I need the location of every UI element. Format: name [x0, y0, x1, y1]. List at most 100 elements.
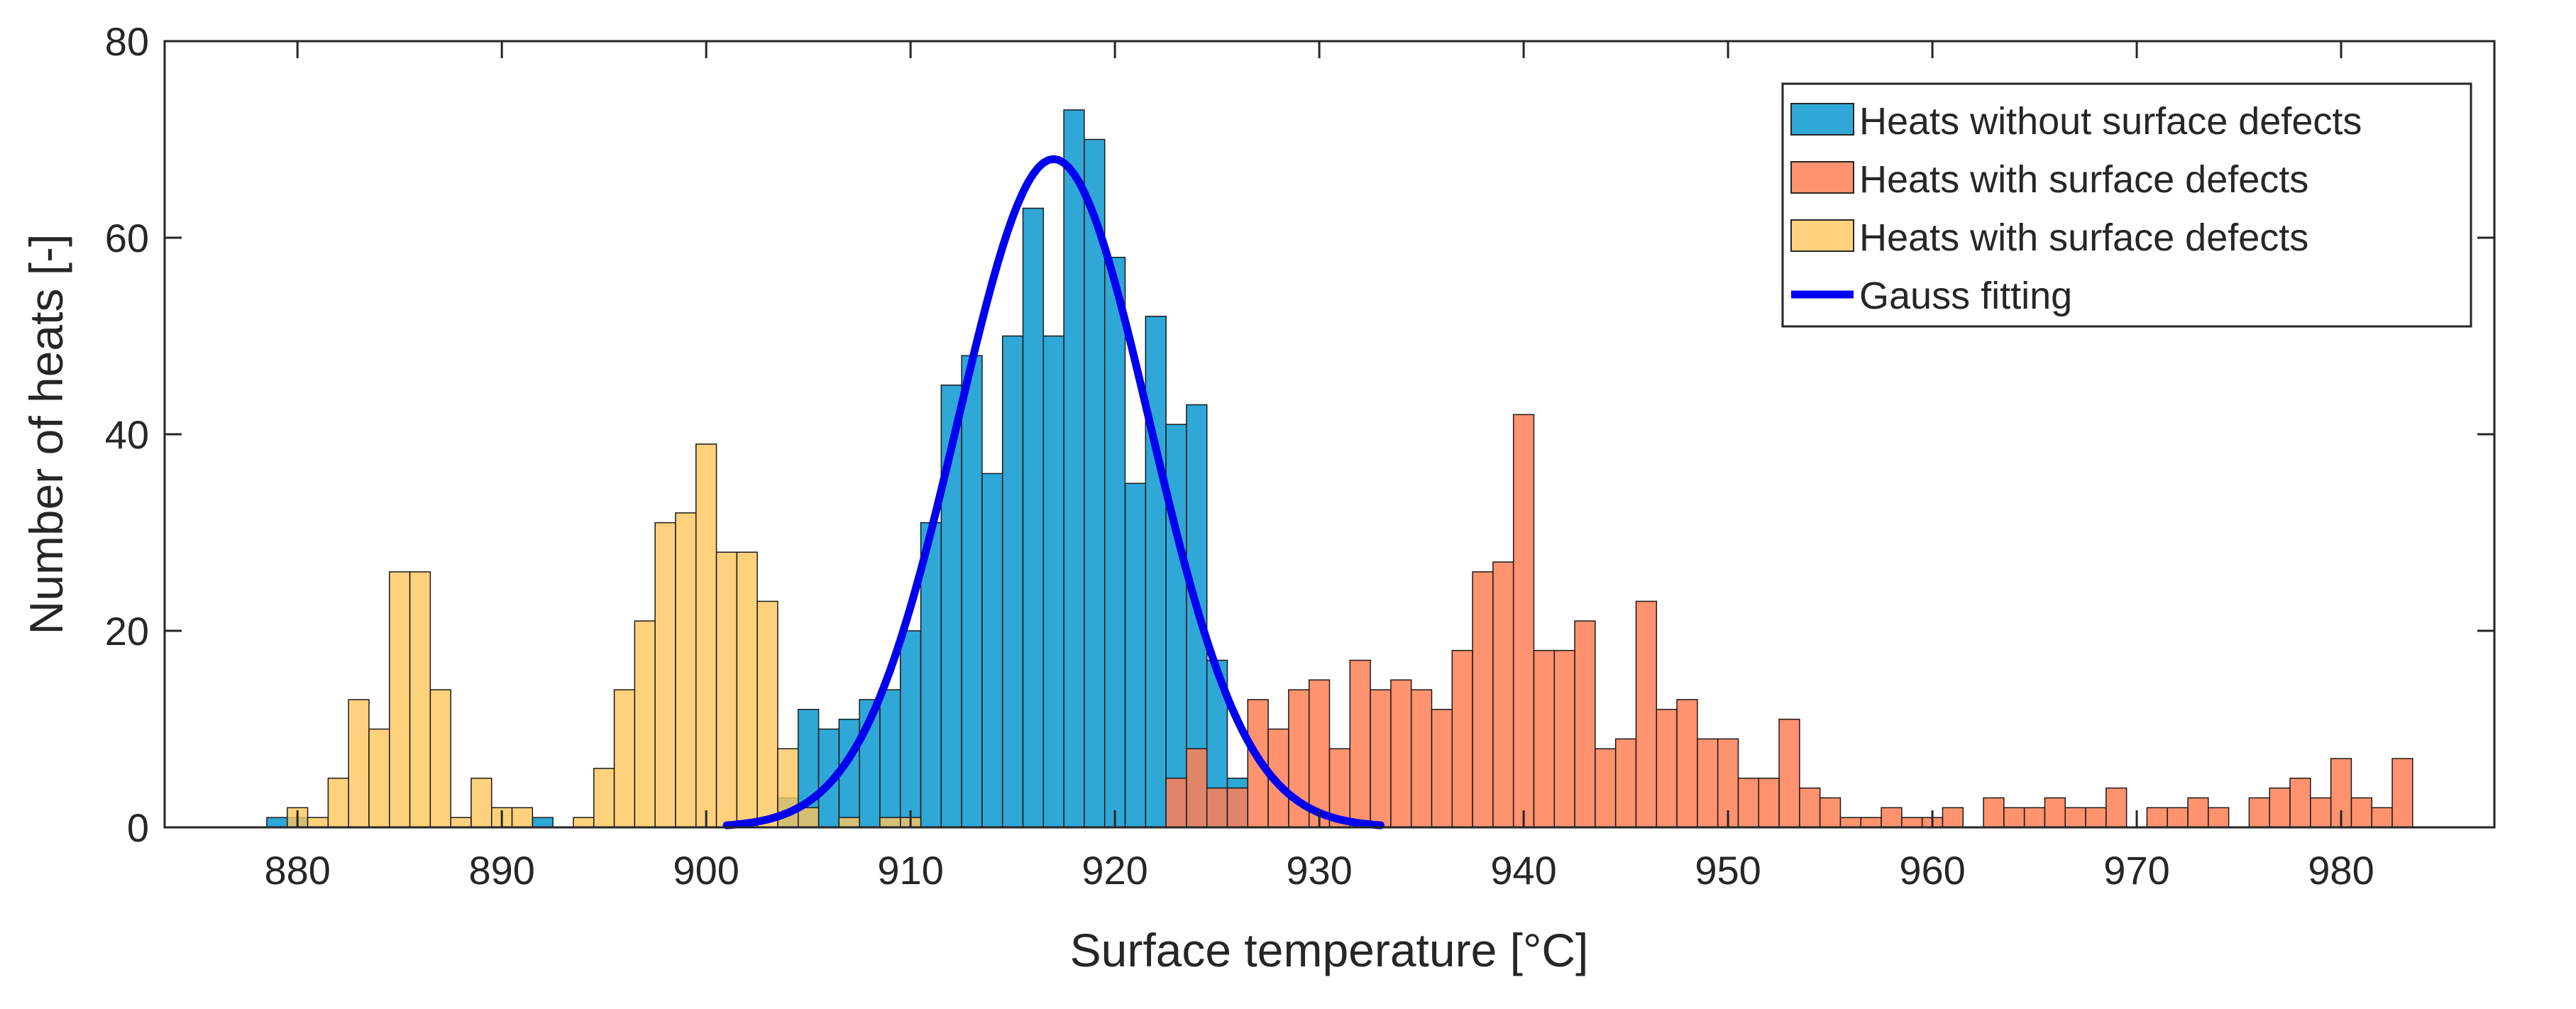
bar	[1778, 718, 1800, 828]
bar	[1595, 748, 1617, 828]
x-tick-label: 970	[2103, 848, 2169, 893]
bar	[1512, 414, 1535, 828]
bar	[1001, 335, 1024, 828]
bar	[1370, 689, 1392, 828]
x-tick-label: 900	[673, 848, 739, 893]
legend-label-with-defects-yellow: Heats with surface defects	[1859, 216, 2308, 259]
y-tick-label: 20	[105, 609, 149, 654]
bar	[1901, 817, 1923, 828]
legend-label-with-defects-orange: Heats with surface defects	[1859, 158, 2308, 201]
bar	[2044, 797, 2066, 828]
bar	[1614, 738, 1637, 828]
bar	[1226, 787, 1249, 828]
bar	[1737, 778, 1760, 828]
bar	[327, 778, 349, 828]
bar	[2003, 807, 2025, 828]
bar	[450, 817, 472, 828]
bar	[613, 689, 636, 828]
bar	[1983, 797, 2005, 828]
bar	[2391, 758, 2413, 828]
legend: Heats without surface defects Heats with…	[1781, 82, 2472, 328]
bar	[1084, 138, 1106, 828]
bar	[1390, 679, 1412, 828]
y-tick-label: 60	[105, 216, 149, 260]
bar	[1042, 335, 1064, 828]
bar	[2064, 807, 2086, 828]
y-tick-label: 40	[105, 412, 149, 457]
legend-swatch-without-defects	[1790, 103, 1854, 136]
bar	[2350, 797, 2372, 828]
bar	[2248, 797, 2270, 828]
bar	[368, 728, 390, 828]
bar	[1533, 649, 1556, 828]
bar	[2310, 797, 2332, 828]
bar	[470, 778, 492, 828]
x-tick-label: 910	[877, 848, 943, 893]
x-tick-label: 890	[468, 848, 534, 893]
bar	[1860, 817, 1882, 828]
bar	[715, 551, 738, 828]
bar	[1942, 807, 1964, 828]
bar	[1881, 807, 1903, 828]
bar	[981, 473, 1003, 828]
bar	[1103, 256, 1126, 828]
bar	[2167, 807, 2189, 828]
bar	[573, 817, 595, 828]
bar	[1656, 709, 1678, 828]
bar	[1165, 424, 1187, 828]
series-0	[266, 109, 1249, 828]
bar	[1410, 689, 1433, 828]
bar	[2371, 807, 2393, 828]
bar	[2269, 787, 2291, 828]
bar	[838, 817, 860, 828]
fit-layer	[722, 155, 1385, 829]
bar	[1124, 483, 1147, 828]
bar	[961, 355, 983, 828]
bar	[2106, 787, 2128, 828]
bar	[1676, 699, 1698, 828]
y-axis-title: Number of heats [-]	[20, 234, 72, 635]
bar	[1451, 649, 1473, 828]
y-tick-label: 80	[105, 19, 149, 64]
bar	[409, 571, 431, 828]
bar	[1349, 659, 1371, 828]
bar	[348, 699, 370, 828]
bar	[756, 600, 778, 828]
bar	[736, 551, 758, 828]
bar	[1022, 207, 1045, 828]
bar	[675, 512, 697, 828]
ticks-layer: 880 890 900 910 920 930 940 950 960 970 980 0 20 40 60…	[105, 19, 2494, 893]
bar	[593, 768, 615, 828]
x-tick-label: 930	[1286, 848, 1352, 893]
legend-swatch-with-defects-orange	[1790, 161, 1854, 194]
bar	[1186, 748, 1208, 828]
bar	[1063, 109, 1085, 828]
bar	[1697, 738, 1719, 828]
bar	[2187, 797, 2209, 828]
bar	[307, 817, 329, 828]
bar	[2289, 778, 2311, 828]
bar	[1431, 709, 1453, 828]
bar	[879, 689, 901, 828]
bar	[1553, 649, 1575, 828]
x-tick-label: 920	[1081, 848, 1147, 893]
x-tick-label: 880	[264, 848, 330, 893]
x-tick-label: 980	[2308, 848, 2374, 893]
x-tick-label: 940	[1490, 848, 1556, 893]
y-tick-label: 0	[127, 805, 149, 850]
bar	[1165, 778, 1187, 828]
bar	[634, 620, 656, 828]
bar	[654, 522, 676, 828]
bar	[429, 689, 451, 828]
bar	[1492, 561, 1514, 828]
bar	[695, 443, 717, 828]
bar	[389, 571, 411, 828]
bar	[899, 630, 922, 828]
legend-label-gauss-fit: Gauss fitting	[1859, 275, 2072, 317]
bar	[797, 807, 820, 828]
bar	[2146, 807, 2168, 828]
legend-box	[1781, 82, 2472, 328]
bar	[532, 817, 554, 828]
